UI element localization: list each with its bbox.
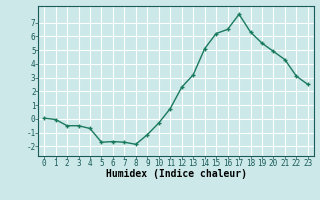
X-axis label: Humidex (Indice chaleur): Humidex (Indice chaleur) (106, 169, 246, 179)
